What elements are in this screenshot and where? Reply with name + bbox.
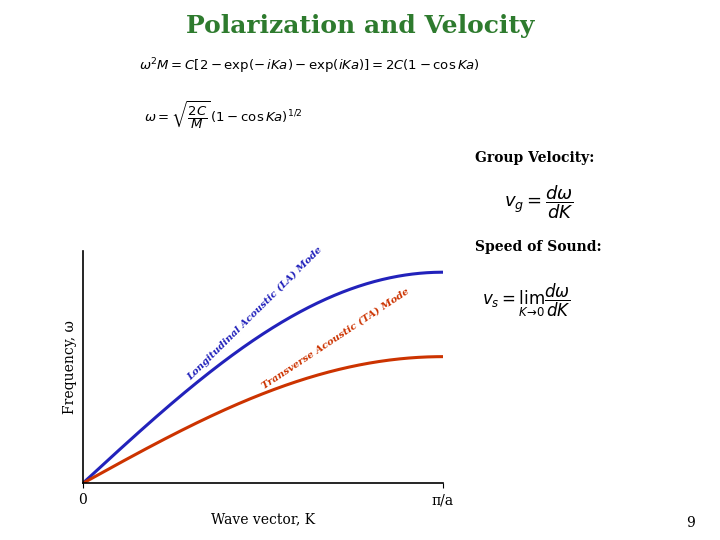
Text: Longitudinal Acoustic (LA) Mode: Longitudinal Acoustic (LA) Mode: [186, 245, 324, 382]
Text: Group Velocity:: Group Velocity:: [475, 151, 595, 165]
Text: $\omega^2 M = C[2 - \exp(-\,iKa) - \exp(iKa)] = 2C(1-\cos Ka)$: $\omega^2 M = C[2 - \exp(-\,iKa) - \exp(…: [139, 57, 480, 76]
Text: $\omega = \sqrt{\dfrac{2C}{M}}\,(1-\cos Ka)^{1/2}$: $\omega = \sqrt{\dfrac{2C}{M}}\,(1-\cos …: [144, 100, 302, 132]
Text: $v_s = \lim_{K\to 0}\dfrac{d\omega}{dK}$: $v_s = \lim_{K\to 0}\dfrac{d\omega}{dK}$: [482, 281, 571, 319]
Text: $v_g = \dfrac{d\omega}{dK}$: $v_g = \dfrac{d\omega}{dK}$: [504, 184, 574, 221]
Y-axis label: Frequency, ω: Frequency, ω: [63, 320, 77, 414]
Text: Transverse Acoustic (TA) Mode: Transverse Acoustic (TA) Mode: [261, 286, 411, 390]
Text: 9: 9: [686, 516, 695, 530]
Text: Speed of Sound:: Speed of Sound:: [475, 240, 602, 254]
Text: Polarization and Velocity: Polarization and Velocity: [186, 14, 534, 37]
X-axis label: Wave vector, K: Wave vector, K: [211, 512, 315, 526]
